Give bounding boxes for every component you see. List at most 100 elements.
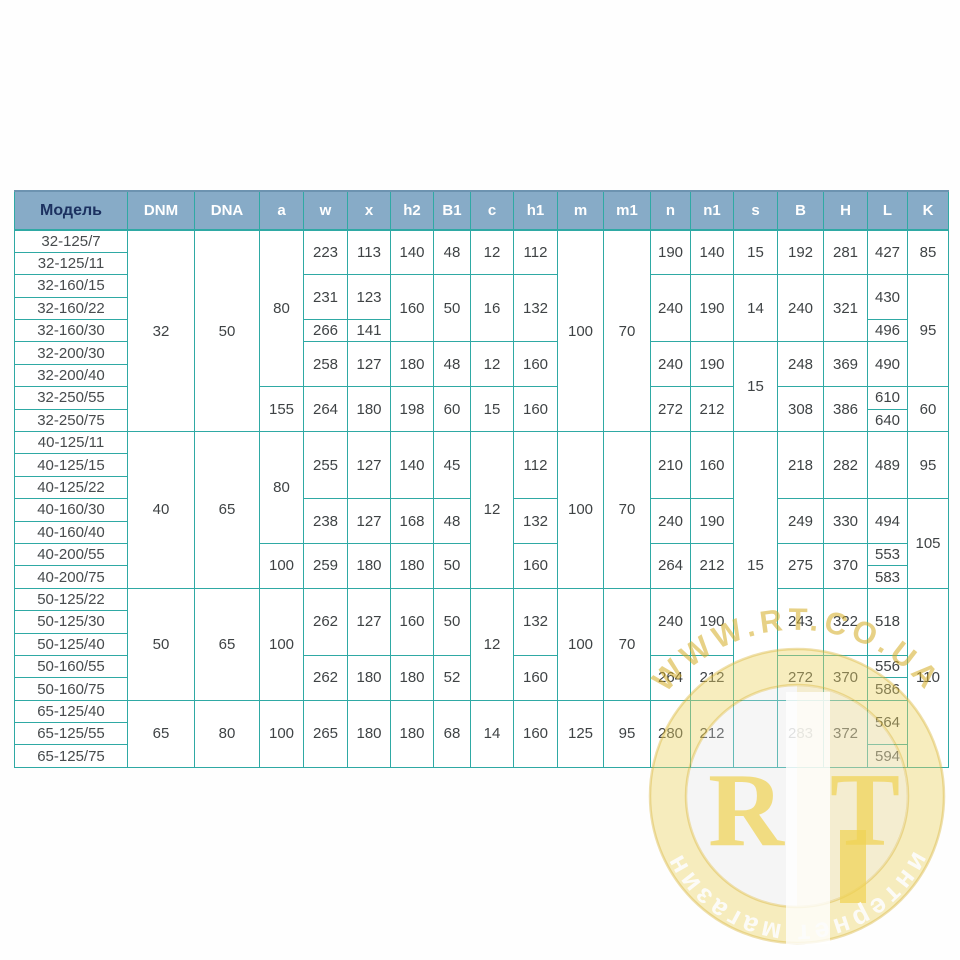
value-cell: 240 [650,587,691,656]
value-cell: 140 [690,229,734,276]
value-cell: 386 [823,386,868,433]
header-cell-h2: h2 [390,190,434,231]
pump-dimensions-table: Модель DNM DNA a w x h2 B1 c h1 m m1 n n1 s B H L K 32-125… [14,190,949,768]
value-cell: 65 [194,587,260,701]
header-cell-h1: h1 [513,190,558,231]
table-row: 50-160/55 262 180 180 52 160 264 212 272 370 556 [14,654,949,701]
value-cell: 370 [823,542,868,589]
value-cell: 180 [390,654,434,701]
table-row: 32-160/30 266 141 496 [14,319,949,343]
value-cell: 427 [867,229,908,276]
model-cell: 40-200/55 [14,542,128,567]
value-cell: 308 [777,386,824,433]
value-cell: 48 [433,341,471,388]
model-cell: 50-125/22 [14,587,128,612]
value-cell: 132 [513,274,558,343]
value-cell: 180 [347,654,391,701]
table-row: 32-160/15 231 123 160 50 16 132 240 190 14 240 321 4… [14,274,949,388]
value-cell: 160 [390,587,434,656]
value-cell: 330 [823,498,868,544]
watermark-ring-label: интернет магазин [659,847,936,949]
value-cell: 610 [867,386,908,410]
value-cell: 190 [650,229,691,276]
model-cell: 32-250/75 [14,408,128,433]
value-cell: 12 [470,341,514,388]
value-cell: 40 [127,431,195,589]
model-cell: 40-125/11 [14,431,128,455]
value-cell: 369 [823,341,868,388]
value-cell: 264 [650,654,691,701]
value-cell: 518 [867,587,908,656]
value-cell: 258 [303,341,348,388]
value-cell: 65 [194,431,260,589]
model-cell: 50-125/40 [14,632,128,656]
value-cell: 16 [470,274,514,343]
model-cell: 32-200/30 [14,341,128,365]
value-cell: 272 [777,654,824,701]
table-header-row: Модель DNM DNA a w x h2 B1 c h1 m m1 n n1 s B H L K [14,190,949,231]
header-cell-a: a [259,190,304,231]
model-cell: 40-125/15 [14,453,128,477]
value-cell: 50 [127,587,195,701]
model-cell: 50-125/30 [14,610,128,634]
value-cell: 100 [557,587,604,701]
value-cell: 180 [347,699,391,768]
header-cell-DNA: DNA [194,190,260,231]
table-row: 32-160/22 [14,296,949,321]
header-cell-B1: B1 [433,190,471,231]
header-cell-H: H [823,190,868,231]
value-cell: 238 [303,498,348,544]
value-cell: 322 [823,587,868,656]
value-cell: 12 [470,587,514,701]
table-row: 65-125/40 65 80 100 265 180 180 68 14 160 125 95 280… [14,699,949,768]
value-cell: 272 [650,386,691,433]
value-cell: 50 [194,229,260,433]
value-cell: 110 [907,587,949,768]
value-cell: 70 [603,229,651,433]
value-cell: 132 [513,587,558,656]
value-cell: 113 [347,229,391,276]
value-cell: 494 [867,498,908,544]
model-cell: 32-125/11 [14,251,128,276]
watermark-logo-r: R [708,751,785,868]
table-row: 50-125/22 50 65 100 262 127 160 50 12 132 100 70 240… [14,587,949,768]
value-cell: 496 [867,319,908,343]
header-cell-c: c [470,190,514,231]
value-cell: 180 [390,699,434,768]
value-cell: 100 [557,229,604,433]
value-cell: 155 [259,386,304,433]
value-cell: 80 [194,699,260,768]
value-cell: 370 [823,654,868,701]
watermark-logo-t: T [830,751,900,868]
value-cell: 180 [390,341,434,388]
header-cell-w: w [303,190,348,231]
value-cell: 127 [347,431,391,500]
value-cell: 85 [907,229,949,276]
value-cell: 160 [513,654,558,701]
value-cell: 127 [347,341,391,388]
value-cell: 112 [513,229,558,276]
value-cell: 640 [867,408,908,433]
value-cell: 594 [867,744,908,768]
model-cell: 32-160/15 [14,274,128,298]
model-cell: 40-125/22 [14,475,128,500]
value-cell: 132 [513,498,558,544]
value-cell: 68 [433,699,471,768]
value-cell: 12 [470,229,514,276]
header-cell-x: x [347,190,391,231]
value-cell: 255 [303,431,348,500]
value-cell: 140 [390,431,434,500]
header-cell-m1: m1 [603,190,651,231]
value-cell: 112 [513,431,558,500]
value-cell: 198 [390,386,434,433]
table-body: 32-125/7 32 50 80 223 113 140 48 12 112 100 70 190 14… [14,229,949,768]
value-cell: 583 [867,565,908,589]
table-row: 32-200/30 258 127 180 48 12 160 240 190 15 248 369 4… [14,341,949,433]
value-cell: 264 [303,386,348,433]
value-cell: 262 [303,654,348,701]
value-cell: 160 [390,274,434,343]
value-cell: 212 [690,699,734,768]
value-cell: 70 [603,587,651,701]
table-row: 40-160/40 [14,520,949,544]
table-row: 32-250/75 640 [14,408,949,433]
